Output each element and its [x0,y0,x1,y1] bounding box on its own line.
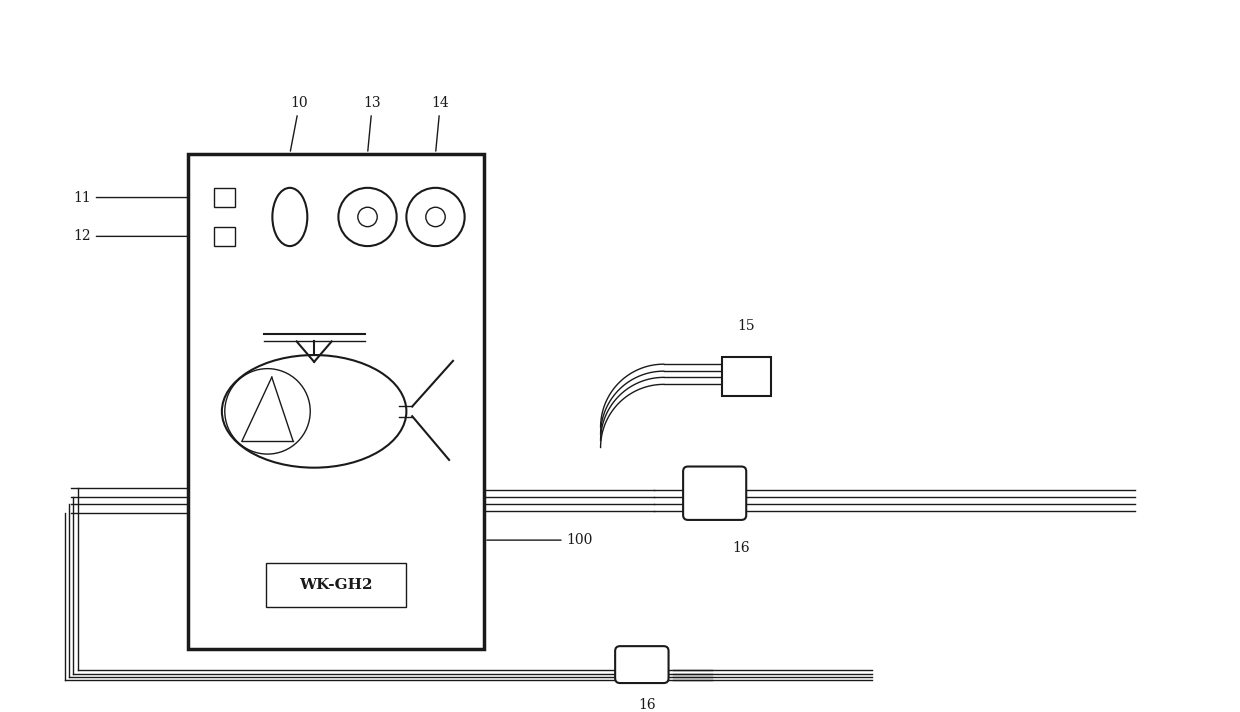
Bar [722,357,770,396]
Text: 11: 11 [73,191,211,204]
Bar [265,563,407,607]
Text: 16: 16 [637,698,656,711]
Text: LED: LED [277,258,304,271]
Text: 12: 12 [73,229,211,244]
Bar [215,188,236,207]
Text: 16: 16 [733,541,750,555]
Text: 100: 100 [487,533,593,547]
Bar [215,226,236,246]
FancyBboxPatch shape [615,646,668,683]
FancyBboxPatch shape [683,466,746,520]
Text: DELAY: DELAY [346,258,389,271]
Text: WK-GH2: WK-GH2 [299,577,373,592]
Text: 15: 15 [738,318,755,333]
Text: off: off [243,230,260,243]
Bar [188,154,484,649]
Text: 10: 10 [290,96,309,151]
Text: on: on [243,191,259,204]
Text: 13: 13 [363,96,381,151]
Text: 14: 14 [432,96,449,151]
Text: EXTENT: EXTENT [408,258,463,271]
